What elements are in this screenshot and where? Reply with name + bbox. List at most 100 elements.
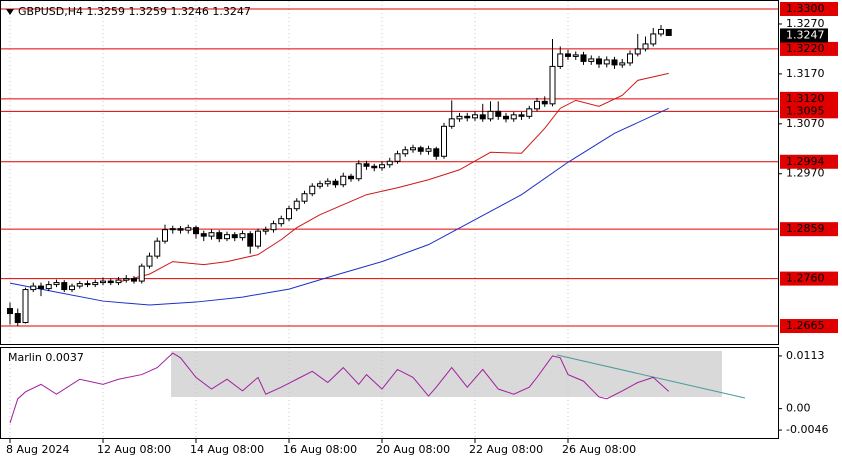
candle-body (355, 163, 362, 180)
candle-body (503, 115, 509, 120)
candle-body (45, 284, 52, 290)
x-tick-label: 26 Aug 08:00 (562, 443, 636, 456)
candle-body (309, 185, 316, 195)
candle-body (658, 28, 664, 35)
candle-body (332, 180, 339, 186)
level-label: 1.3300 (786, 2, 825, 15)
last-price-label: 1.3247 (786, 28, 825, 41)
y-tick-label: 0.0113 (786, 349, 825, 362)
level-tag (780, 1, 838, 16)
candle-body (138, 265, 145, 282)
candle-body (7, 308, 13, 315)
y-tick-label: 1.2970 (786, 167, 825, 180)
candle-body (317, 183, 323, 187)
x-tick-label: 14 Aug 08:00 (190, 443, 264, 456)
candle-body (30, 285, 37, 291)
candle-body (224, 234, 230, 240)
level-label: 1.3095 (786, 104, 825, 117)
candle-body (549, 65, 556, 105)
candle-body (208, 232, 215, 237)
candle-body (38, 285, 44, 290)
candle-body (634, 48, 641, 55)
candle-body (580, 54, 587, 62)
candle-body (53, 282, 60, 286)
osc-title: Marlin 0.0037 (8, 351, 84, 364)
candle-body (76, 283, 83, 287)
candle-body (495, 110, 502, 117)
candle-body (433, 148, 440, 157)
candle-body (61, 282, 68, 291)
candle-body (363, 163, 370, 167)
candle-body (247, 233, 254, 247)
candle-body (177, 228, 184, 231)
candle-body (619, 62, 626, 66)
symbol-header: GBPUSD,H4 1.3259 1.3259 1.3246 1.3247 (18, 5, 251, 18)
candle-body (131, 278, 137, 282)
candle-body (402, 149, 409, 155)
candle-body (286, 208, 292, 220)
oscillator-line (9, 352, 670, 424)
candle-body (472, 114, 478, 119)
candle-body (371, 165, 378, 169)
candle-body (611, 59, 618, 66)
y-tick-label: 1.3270 (786, 17, 825, 30)
candle-body (92, 282, 99, 286)
moving-average (9, 107, 669, 306)
candle-body (386, 160, 393, 166)
candle-body (526, 108, 533, 117)
candle-body (510, 114, 517, 120)
candle-body (565, 53, 571, 57)
candle-body (518, 114, 525, 117)
level-tag (780, 91, 838, 106)
y-tick-label: 1.3170 (786, 67, 825, 80)
level-label: 1.2760 (786, 272, 825, 285)
osc-frame (0, 347, 779, 439)
candle-body (448, 118, 455, 127)
y-tick-label: 0.00 (786, 402, 811, 415)
candle-body (464, 115, 471, 119)
candle-body (627, 53, 633, 64)
candle-body (603, 59, 610, 65)
moving-average (118, 72, 669, 283)
candle-body (572, 54, 579, 57)
candle-body (650, 33, 657, 45)
level-label: 1.2994 (786, 155, 825, 168)
candle-body (193, 227, 199, 235)
candle-body (216, 232, 223, 240)
candle-body (154, 240, 161, 257)
candle-body (293, 200, 300, 210)
candle-body (425, 148, 432, 152)
level-tag (780, 319, 838, 334)
candle-body (84, 283, 91, 286)
candle-body (185, 227, 192, 231)
level-label: 1.3120 (786, 92, 825, 105)
candle-body (441, 125, 447, 157)
level-label: 1.2665 (786, 319, 825, 332)
main-frame (0, 0, 779, 345)
candle-body (456, 115, 463, 120)
candle-body (123, 278, 130, 281)
candle-body (557, 53, 564, 67)
candle-body (100, 280, 106, 284)
x-tick-label: 8 Aug 2024 (6, 443, 69, 456)
candle-body (479, 114, 486, 120)
candle-body (541, 100, 548, 105)
candle-body (665, 28, 672, 36)
candle-body (417, 147, 424, 152)
level-tag (780, 222, 838, 237)
candle-body (642, 43, 649, 50)
level-tag (780, 104, 838, 119)
menu-arrow[interactable] (6, 9, 14, 15)
trend-line (556, 354, 746, 399)
candle-body (324, 180, 331, 185)
candle-body (162, 229, 168, 242)
level-tag (780, 154, 838, 169)
x-tick-label: 16 Aug 08:00 (283, 443, 357, 456)
candle-body (200, 233, 207, 237)
candle-body (487, 110, 494, 120)
candle-body (278, 218, 285, 225)
candle-body (14, 313, 21, 324)
candle-body (588, 58, 595, 62)
